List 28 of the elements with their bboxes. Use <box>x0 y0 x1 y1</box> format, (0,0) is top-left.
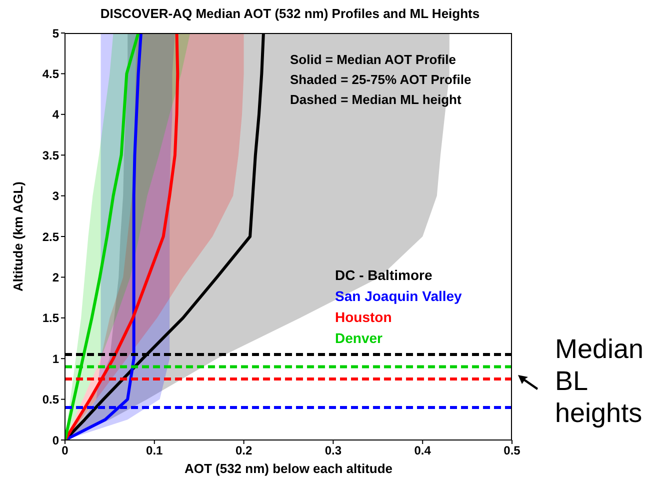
annotation: Solid = Median AOT Profile <box>290 51 458 69</box>
x-tick-label: 0.2 <box>235 444 252 458</box>
y-tick-label: 0.5 <box>42 392 60 407</box>
y-tick-label: 1 <box>52 352 60 366</box>
text: Houston <box>335 308 393 327</box>
x-tick-label: 0.5 <box>504 444 521 458</box>
y-tick-label: 1.5 <box>42 311 60 326</box>
x-tick-label: 0.3 <box>324 444 342 458</box>
text: San Joaquin Valley <box>335 287 462 306</box>
y-tick-label: 4.5 <box>42 66 60 81</box>
y-tick-label: 2 <box>52 270 60 284</box>
annotation: Dashed = Median ML height <box>290 91 462 109</box>
text: DC - Baltimore <box>335 266 434 285</box>
y-tick-label: 3 <box>52 189 60 204</box>
y-tick-label: 2.5 <box>42 230 60 244</box>
chart-title: DISCOVER-AQ Median AOT (532 nm) Profiles and ML Heights <box>99 6 481 21</box>
y-tick-label: 5 <box>52 26 60 40</box>
x-axis-title: AOT (532 nm) below each altitude <box>184 461 393 476</box>
y-tick-label: 3.5 <box>42 148 60 162</box>
x-tick-label: 0.4 <box>414 444 432 458</box>
y-tick-label: 0 <box>52 433 60 448</box>
y-tick-label: 4 <box>52 108 60 122</box>
x-tick-label: 0 <box>62 444 69 458</box>
y-axis-title: Altitude (km AGL) <box>10 181 26 292</box>
text: Median BL heights <box>555 333 645 429</box>
text: Denver <box>335 329 384 348</box>
x-tick-label: 0.1 <box>146 444 164 458</box>
annotation: Shaded = 25-75% AOT Profile <box>290 71 472 89</box>
